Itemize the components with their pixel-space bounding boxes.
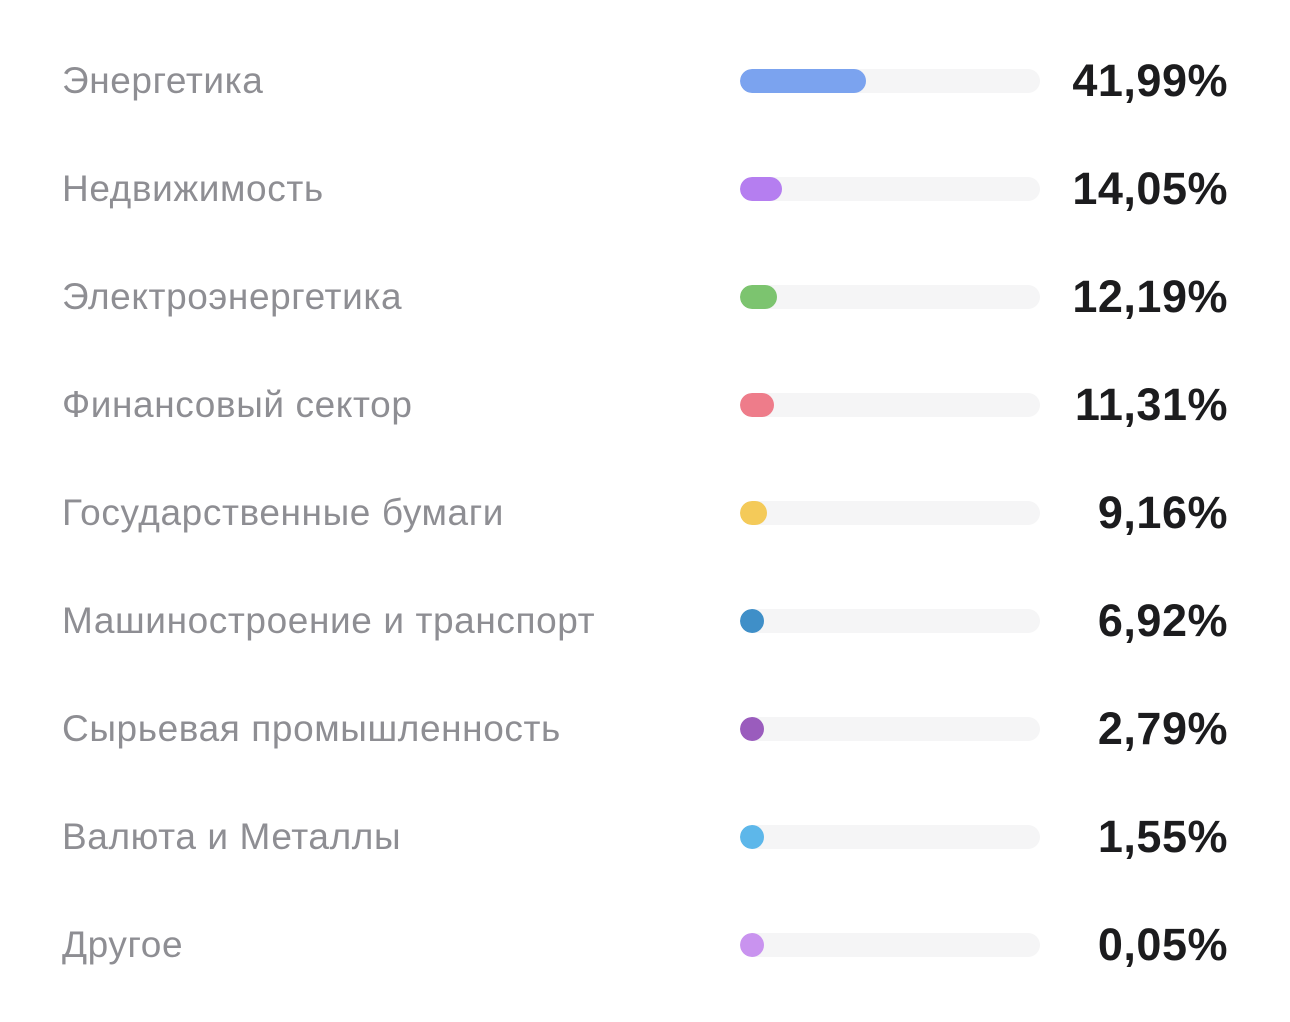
sector-percent: 6,92% — [1097, 595, 1228, 646]
sector-bar-fill — [740, 717, 764, 741]
sector-bar-track — [740, 285, 1040, 309]
sector-bar-fill — [740, 69, 866, 93]
sector-percent: 11,31% — [1074, 379, 1228, 430]
sector-bar-fill — [740, 393, 774, 417]
sector-row: Государственные бумаги 9,16% — [0, 459, 1290, 567]
sector-percent: 41,99% — [1072, 55, 1228, 106]
sector-row: Электроэнергетика 12,19% — [0, 243, 1290, 351]
sector-row: Другое 0,05% — [0, 891, 1290, 999]
sector-bar-track — [740, 177, 1040, 201]
sector-bar-fill — [740, 933, 764, 957]
sector-bar-track — [740, 717, 1040, 741]
sector-bar-track — [740, 933, 1040, 957]
sector-bar-track — [740, 393, 1040, 417]
sector-percent: 14,05% — [1072, 163, 1228, 214]
sector-percent: 0,05% — [1097, 919, 1228, 970]
sector-row: Финансовый сектор 11,31% — [0, 351, 1290, 459]
sector-label: Электроэнергетика — [62, 276, 403, 317]
sector-row: Энергетика 41,99% — [0, 27, 1290, 135]
sector-row: Сырьевая промышленность 2,79% — [0, 675, 1290, 783]
sector-percent: 1,55% — [1097, 811, 1228, 862]
sector-bar-track — [740, 609, 1040, 633]
sector-row: Недвижимость 14,05% — [0, 135, 1290, 243]
sector-row: Машиностроение и транспорт 6,92% — [0, 567, 1290, 675]
sector-bar-track — [740, 501, 1040, 525]
sector-label: Другое — [62, 924, 184, 965]
sector-label: Энергетика — [62, 60, 264, 101]
sector-bar-fill — [740, 285, 777, 309]
sector-label: Сырьевая промышленность — [62, 708, 561, 749]
sector-bar-fill — [740, 825, 764, 849]
sector-row: Валюта и Металлы 1,55% — [0, 783, 1290, 891]
sector-bar-fill — [740, 177, 783, 201]
sector-bar-fill — [740, 609, 764, 633]
sector-label: Государственные бумаги — [62, 492, 505, 533]
sector-percent: 2,79% — [1097, 703, 1228, 754]
sector-label: Валюта и Металлы — [62, 816, 402, 857]
sector-label: Машиностроение и транспорт — [62, 600, 596, 641]
sector-label: Финансовый сектор — [62, 384, 413, 425]
sector-bar-fill — [740, 501, 768, 525]
sector-label: Недвижимость — [62, 168, 324, 209]
sector-percent: 9,16% — [1097, 487, 1228, 538]
sector-bar-track — [740, 69, 1040, 93]
sector-percent: 12,19% — [1072, 271, 1228, 322]
sector-bar-track — [740, 825, 1040, 849]
